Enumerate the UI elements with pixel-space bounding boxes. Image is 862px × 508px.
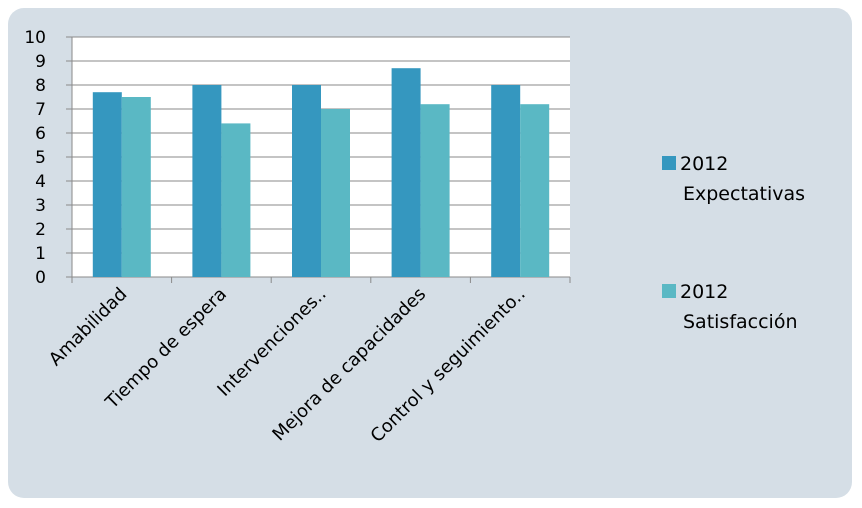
x-category-label: Amabilidad: [45, 284, 131, 370]
y-tick-label: 9: [35, 52, 46, 72]
bar: [292, 85, 321, 277]
bar: [92, 92, 122, 277]
legend-label: 2012: [680, 153, 728, 175]
x-category-label: Intervenciones..: [213, 284, 330, 401]
y-tick-label: 7: [35, 100, 46, 120]
legend-swatch: [662, 156, 676, 170]
y-tick-label: 5: [35, 148, 46, 168]
y-tick-label: 0: [35, 268, 46, 288]
legend-swatch: [662, 284, 676, 298]
bar: [192, 85, 222, 277]
bar: [491, 85, 521, 277]
y-tick-label: 3: [35, 196, 46, 216]
y-tick-label: 10: [24, 28, 46, 48]
bar: [321, 109, 350, 277]
bar: [121, 97, 151, 277]
legend-label: Expectativas: [683, 183, 805, 205]
bar: [420, 104, 450, 277]
y-tick-label: 8: [35, 76, 46, 96]
y-tick-label: 1: [35, 244, 46, 264]
y-tick-label: 2: [35, 220, 46, 240]
bar: [221, 123, 251, 278]
legend-label: 2012: [680, 281, 728, 303]
bar: [520, 104, 550, 277]
bar: [391, 68, 421, 277]
legend-label: Satisfacción: [683, 311, 798, 333]
y-tick-label: 4: [35, 172, 46, 192]
y-tick-label: 6: [35, 124, 46, 144]
